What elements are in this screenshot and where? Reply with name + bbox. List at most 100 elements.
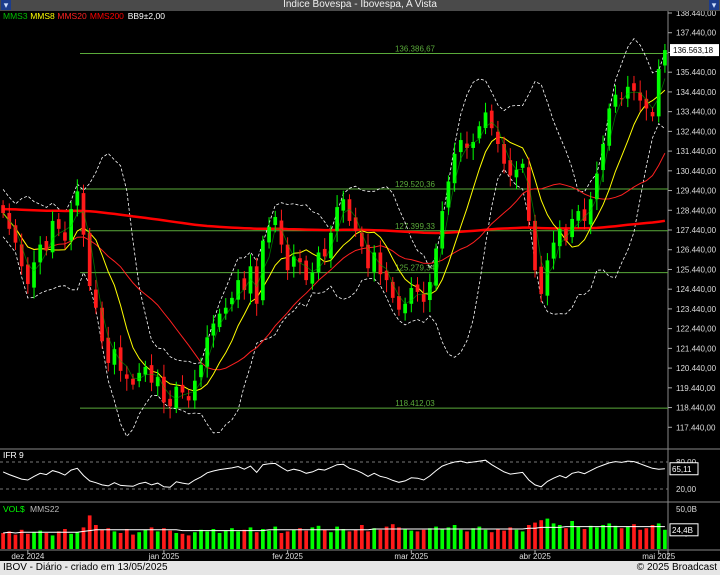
candle-body [378, 252, 383, 275]
candle-body [508, 160, 513, 176]
candle-body [341, 199, 346, 211]
volume-bar [533, 522, 537, 549]
candle-body [223, 307, 228, 314]
candle-body [69, 209, 73, 241]
footer-copyright: © 2025 Broadcast [636, 562, 717, 573]
candle-body [359, 232, 364, 247]
volume-bar [69, 533, 73, 549]
candle-body [446, 181, 451, 208]
window-menu-icon[interactable]: ▾ [709, 0, 719, 10]
legend-item: BB9±2,00 [128, 11, 166, 21]
candle-body [397, 296, 401, 310]
volume-bar [471, 528, 476, 549]
price-tick-label: 118.440,00 [676, 404, 716, 413]
volume-bar [94, 525, 98, 549]
candle-body [366, 244, 370, 269]
candle-body [489, 110, 494, 129]
volume-bar [353, 529, 358, 549]
price-tick-label: 120.440,00 [676, 364, 717, 373]
candle-body [217, 313, 222, 328]
volume-ma-line [3, 526, 665, 534]
volume-bar [656, 523, 661, 549]
candle-body [372, 252, 377, 272]
support-line-label: 129.520,36 [395, 180, 436, 189]
volume-bar [205, 531, 210, 549]
volume-bar [75, 532, 80, 549]
candle-body [545, 260, 550, 296]
volume-bar [576, 526, 581, 549]
candle-body [242, 278, 247, 290]
candle-body [131, 378, 135, 385]
volume-bar [403, 529, 407, 549]
candle-body [638, 92, 643, 101]
candle-body [50, 220, 55, 253]
legend-item: MMS200 [90, 11, 124, 21]
app-menu-icon[interactable]: ▾ [1, 0, 11, 10]
price-tick-label: 126.440,00 [676, 246, 717, 255]
volume-bar [489, 532, 494, 549]
volume-bar [223, 530, 228, 549]
candle-body [19, 244, 24, 267]
last-price-box [670, 44, 719, 57]
candle-body [174, 386, 179, 409]
support-line-label: 125.279,34 [395, 264, 436, 273]
volume-bar [557, 525, 562, 549]
candle-body [285, 244, 290, 271]
candle-body [38, 244, 43, 263]
candle-body [471, 142, 476, 148]
volume-bar [242, 529, 247, 549]
volume-bar [106, 528, 111, 549]
volume-bar [304, 530, 309, 549]
volume-bar [87, 515, 92, 549]
volume-bar [38, 530, 43, 549]
candle-body [335, 207, 339, 231]
x-tick-label: jan 2025 [148, 552, 180, 561]
volume-bar [378, 529, 383, 549]
candle-body [551, 242, 556, 259]
volume-bar [7, 531, 12, 549]
x-tick-label: mai 2025 [642, 552, 675, 561]
support-line-label: 118.412,03 [395, 399, 435, 408]
volume-bar [613, 525, 618, 549]
candle-body [143, 366, 148, 375]
candle-body [32, 262, 36, 288]
legend-item: MMS3 [3, 11, 28, 21]
volume-bar [50, 535, 55, 549]
candle-body [619, 98, 624, 100]
bollinger-upper [2, 37, 666, 365]
candlestick-chart[interactable]: 138.440,00137.440,00136.440,00135.440,00… [0, 11, 720, 561]
volume-label: VOL$ [3, 504, 25, 514]
candle-body [230, 297, 234, 305]
volume-bar [390, 524, 395, 549]
volume-bar [496, 529, 500, 549]
volume-bar [155, 531, 160, 549]
last-price-label: 136.563,18 [673, 46, 714, 55]
ifr-value-box [669, 462, 699, 476]
x-tick-label: mar 2025 [394, 552, 428, 561]
volume-bar [607, 523, 612, 549]
candle-body [118, 347, 123, 371]
volume-bar [1, 533, 5, 549]
bollinger-lower [2, 122, 666, 438]
candle-body [168, 398, 172, 407]
price-tick-label: 127.440,00 [676, 226, 717, 235]
volume-bar [520, 531, 525, 549]
candle-body [570, 218, 574, 238]
volume-bar [118, 533, 123, 549]
candle-body [199, 364, 203, 378]
candle-body [322, 248, 327, 257]
candle-body [1, 205, 5, 214]
volume-bar [32, 532, 36, 549]
x-tick-label: fev 2025 [272, 552, 303, 561]
candle-body [155, 376, 160, 387]
volume-bar [372, 528, 377, 549]
volume-bar [180, 533, 185, 549]
candle-body [434, 248, 438, 286]
volume-bar [248, 527, 253, 549]
candle-body [557, 228, 562, 247]
volume-bar [63, 529, 67, 549]
price-tick-label: 117.440,00 [676, 423, 716, 432]
candle-body [625, 86, 630, 99]
candle-body [477, 126, 482, 139]
volume-bar [551, 523, 556, 549]
